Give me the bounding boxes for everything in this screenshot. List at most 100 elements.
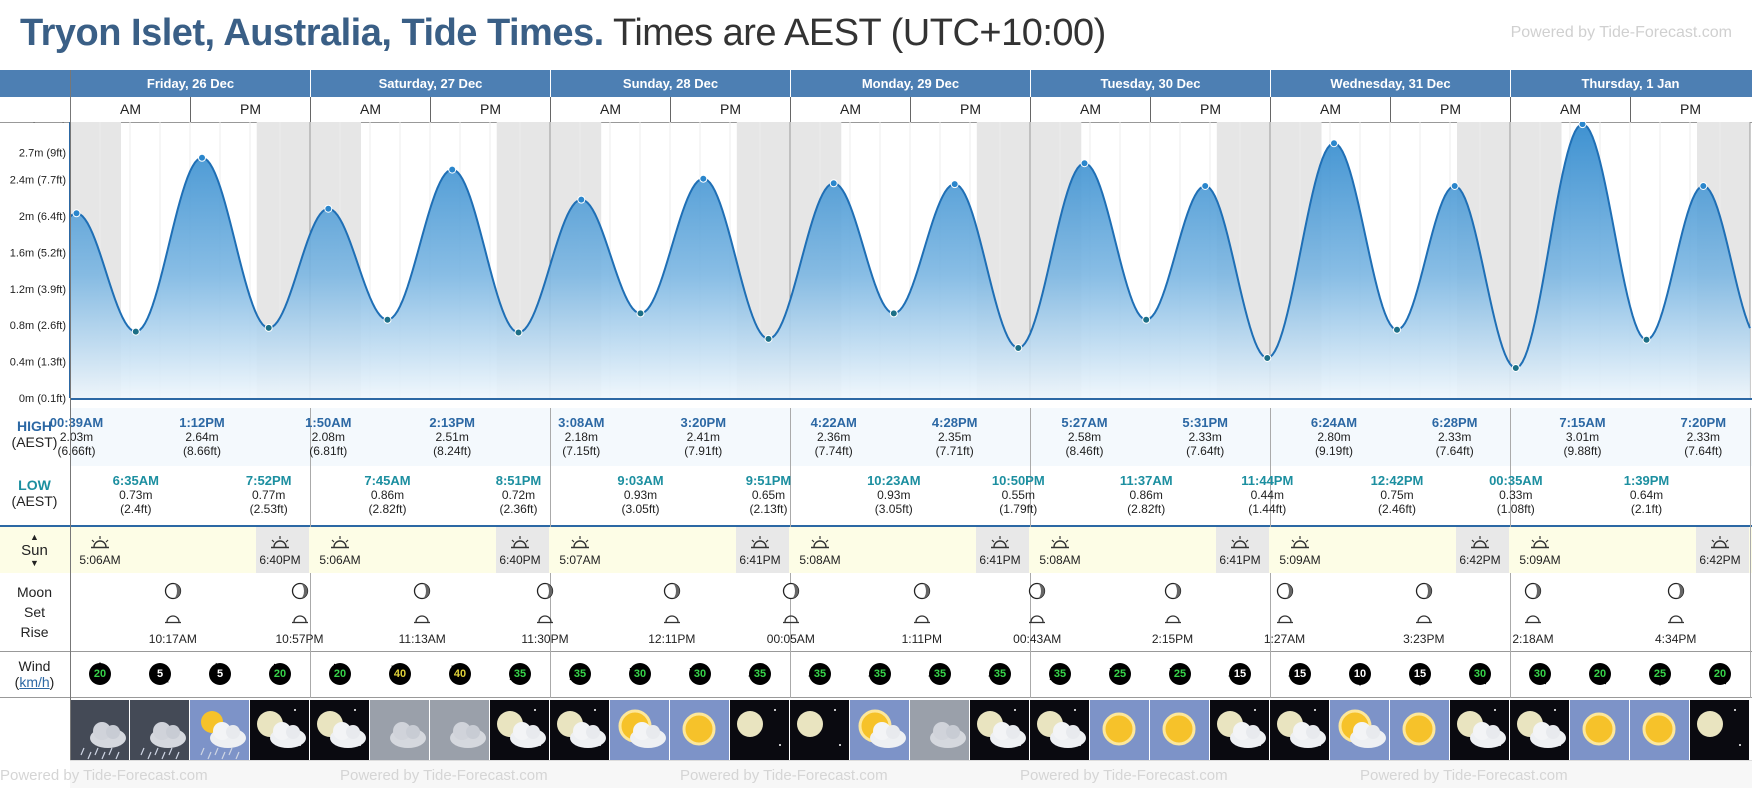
tide-point-low	[636, 309, 645, 318]
wind-speed-badge: 40	[449, 663, 471, 685]
day-header-3: Monday, 29 Dec	[790, 70, 1030, 97]
tide-point-low	[1142, 315, 1151, 324]
tide-point-high	[1450, 181, 1459, 190]
tide-height-ft: (6.66ft)	[57, 444, 96, 458]
tide-high-entry: 6:28PM 2.33m (7.64ft)	[1432, 416, 1478, 459]
tide-low-entry: 10:23AM 0.93m (3.05ft)	[867, 474, 920, 517]
sunrise-time: 5:06AM	[79, 553, 121, 567]
wind-speed-badge: 15	[1409, 663, 1431, 685]
tide-high-entry: 2:13PM 2.51m (8.24ft)	[429, 416, 475, 459]
sunset-icon	[1231, 536, 1249, 549]
tide-high-entry: 1:50AM 2.08m (6.81ft)	[305, 415, 352, 459]
wind-unit-link[interactable]: km/h	[19, 674, 50, 690]
tide-line	[69, 123, 1751, 369]
tide-time: 6:35AM	[112, 473, 159, 488]
moon-phase-icon	[291, 582, 308, 600]
tide-point-low	[764, 334, 773, 343]
moon-time: 10:57PM	[275, 632, 324, 646]
day-header-0: Friday, 26 Dec	[70, 70, 310, 97]
moon-phase-icon	[164, 582, 181, 600]
moonset-icon	[782, 615, 799, 624]
tide-height-ft: (1.79ft)	[999, 502, 1038, 516]
wind-speed-badge: 35	[809, 663, 831, 685]
sunrise-icon	[91, 536, 109, 549]
divider-line	[0, 525, 1752, 527]
tide-height-m: 2.58m	[1067, 430, 1102, 444]
y-axis-label: 0.4m (1.3ft)	[10, 357, 66, 369]
sunset-icon	[1711, 536, 1729, 549]
weather-cloudy-icon	[430, 700, 489, 760]
tide-height-ft: (2.13ft)	[749, 502, 788, 516]
tide-time: 6:24AM	[1310, 415, 1358, 430]
wind-speed-badge: 5	[149, 663, 171, 685]
tide-time: 11:44PM	[1241, 473, 1294, 488]
tide-time: 7:20PM	[1680, 415, 1727, 430]
tide-point-high	[699, 174, 708, 183]
tide-time: 5:27AM	[1061, 415, 1108, 430]
moon-time: 2:15PM	[1151, 632, 1194, 646]
day-header-1: Saturday, 27 Dec	[310, 70, 550, 97]
tide-time: 1:50AM	[305, 415, 352, 430]
sunset-time: 6:40PM	[259, 553, 301, 567]
sunrise-time: 5:06AM	[319, 553, 361, 567]
sunset-time: 6:41PM	[1219, 553, 1261, 567]
tide-time: 9:51PM	[745, 473, 792, 488]
y-axis-label: 2.4m (7.7ft)	[10, 175, 66, 187]
wind-speed-badge: 35	[509, 663, 531, 685]
tide-height-m: 2.03m	[59, 430, 94, 444]
sun-night-shade	[1030, 527, 1082, 573]
tide-height-ft: (2.46ft)	[1377, 502, 1416, 516]
sun-label-text: Sun	[21, 542, 48, 559]
weather-rain-icon	[130, 700, 189, 760]
wind-speed-badge: 25	[1649, 663, 1671, 685]
moon-phase-icon	[1029, 582, 1046, 600]
tide-low-entry: 1:39PM 0.64m (2.1ft)	[1623, 473, 1670, 517]
tide-point-high	[1080, 159, 1089, 168]
tide-height-m: 2.18m	[564, 430, 598, 444]
moon-phase-icon	[663, 582, 680, 600]
tide-time: 4:22AM	[810, 415, 857, 430]
weather-partly-sunny-icon	[1330, 700, 1389, 760]
moon-time: 10:17AM	[148, 632, 197, 646]
low-tz-text: (AEST)	[11, 493, 58, 509]
y-axis-label: 0m (0.1ft)	[19, 393, 66, 405]
ampm-am-2: AM	[550, 97, 670, 122]
weather-sunny-icon	[670, 700, 729, 760]
tide-height-m: 2.51m	[435, 430, 469, 444]
moon-time: 11:30PM	[521, 632, 569, 646]
tide-height-m: 0.33m	[1499, 488, 1533, 502]
tide-height-ft: (2.1ft)	[1630, 502, 1663, 516]
sun-night-shade	[550, 527, 602, 573]
weather-cloudy-night-icon	[490, 700, 549, 760]
moon-time: 1:27AM	[1263, 632, 1306, 646]
day-header-row: Friday, 26 Dec Saturday, 27 Dec Sunday, 28…	[0, 70, 1752, 97]
moonset-icon	[1164, 615, 1181, 624]
tide-point-high	[72, 209, 81, 218]
tide-time: 1:39PM	[1623, 473, 1670, 488]
tide-low-entry: 7:45AM 0.86m (2.82ft)	[364, 474, 410, 517]
weather-partly-sunny-icon	[610, 700, 669, 760]
low-label: LOW (AEST)	[0, 477, 69, 509]
tide-point-low	[1511, 363, 1520, 372]
weather-partly-rain-icon	[190, 700, 249, 760]
wind-speed-badge: 20	[1589, 663, 1611, 685]
tide-point-high	[1330, 139, 1338, 148]
tide-height-ft: (3.05ft)	[621, 502, 660, 516]
weather-cloudy-icon	[910, 700, 969, 760]
wind-label-text: Wind	[18, 658, 51, 674]
ampm-am-3: AM	[790, 97, 910, 122]
tide-height-m: 2.41m	[686, 430, 720, 444]
tide-time: 5:31PM	[1182, 415, 1228, 430]
sunrise-icon	[1051, 536, 1069, 549]
tide-time: 00:39AM	[49, 415, 104, 430]
weather-cloudy-night-icon	[550, 700, 609, 760]
bottom-watermark-bar: Powered by Tide-Forecast.com Powered by T…	[0, 760, 1752, 788]
tide-height-m: 0.44m	[1250, 488, 1284, 502]
day-header-5: Wednesday, 31 Dec	[1270, 70, 1510, 97]
moon-time: 3:23PM	[1403, 632, 1445, 646]
tide-height-ft: (2.53ft)	[249, 502, 288, 516]
tide-high-entry: 3:08AM 2.18m (7.15ft)	[558, 416, 604, 459]
title-location: Tryon Islet, Australia, Tide Times.	[20, 12, 604, 54]
sunrise-time: 5:09AM	[1279, 553, 1321, 567]
moon-phase-icon	[782, 582, 799, 600]
